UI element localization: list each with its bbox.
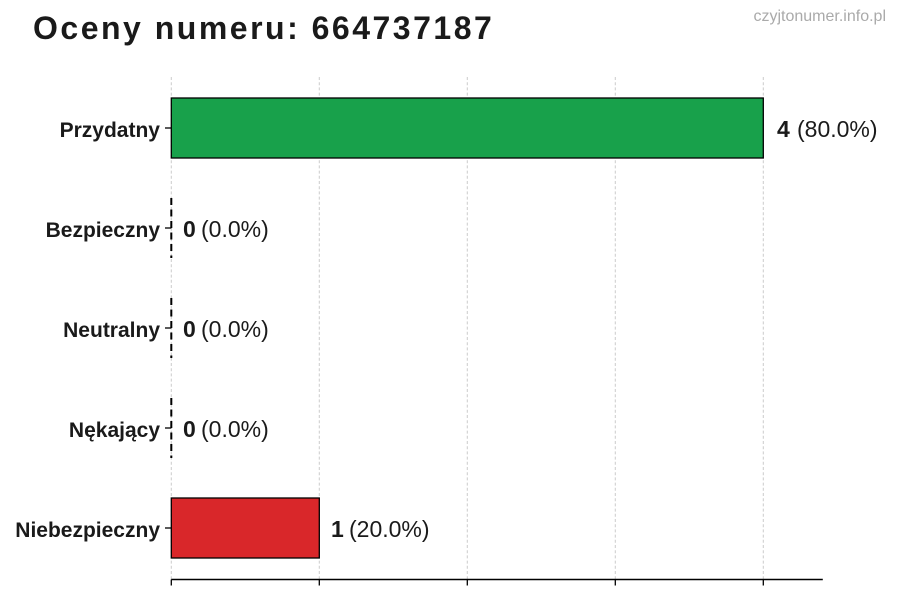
svg-text:0: 0 xyxy=(183,316,196,342)
svg-text:1: 1 xyxy=(331,516,344,542)
svg-text:Przydatny: Przydatny xyxy=(60,119,161,142)
svg-text:4: 4 xyxy=(777,116,790,142)
svg-text:0: 0 xyxy=(183,216,196,242)
svg-text:(20.0%): (20.0%) xyxy=(349,516,430,542)
svg-text:(0.0%): (0.0%) xyxy=(201,216,269,242)
svg-text:(0.0%): (0.0%) xyxy=(201,416,269,442)
svg-text:(0.0%): (0.0%) xyxy=(201,316,269,342)
svg-text:Niebezpieczny: Niebezpieczny xyxy=(15,519,160,542)
svg-text:Bezpieczny: Bezpieczny xyxy=(46,219,161,242)
svg-text:(80.0%): (80.0%) xyxy=(797,116,878,142)
svg-text:0: 0 xyxy=(183,416,196,442)
svg-text:Neutralny: Neutralny xyxy=(63,319,160,342)
svg-text:Nękający: Nękający xyxy=(69,419,160,442)
